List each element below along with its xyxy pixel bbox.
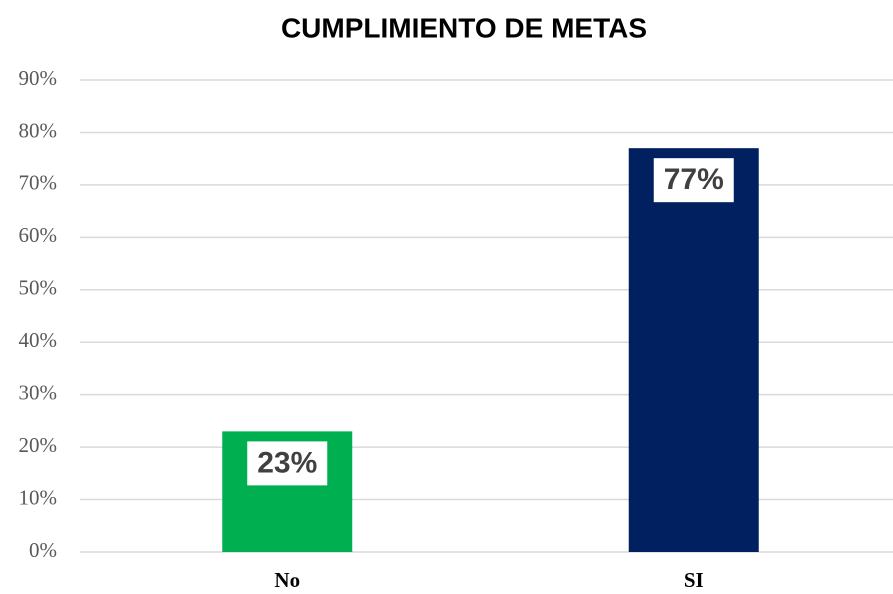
y-tick-label: 80% — [19, 118, 58, 142]
y-tick-label: 90% — [19, 66, 58, 90]
x-tick-label: SI — [684, 568, 704, 592]
data-label-box — [247, 441, 328, 486]
y-tick-label: 50% — [19, 276, 58, 300]
y-tick-label: 10% — [19, 485, 58, 509]
data-label-box — [653, 158, 734, 203]
y-tick-label: 60% — [19, 223, 58, 247]
data-label: 23% — [257, 446, 317, 479]
y-tick-label: 30% — [19, 380, 58, 404]
y-tick-label: 0% — [29, 538, 57, 562]
y-tick-label: 70% — [19, 171, 58, 195]
x-tick-label: No — [274, 568, 300, 592]
data-label: 77% — [664, 163, 724, 196]
bar — [628, 148, 759, 552]
y-tick-label: 40% — [19, 328, 58, 352]
chart-title: CUMPLIMIENTO DE METAS — [281, 12, 647, 43]
y-tick-label: 20% — [19, 433, 58, 457]
